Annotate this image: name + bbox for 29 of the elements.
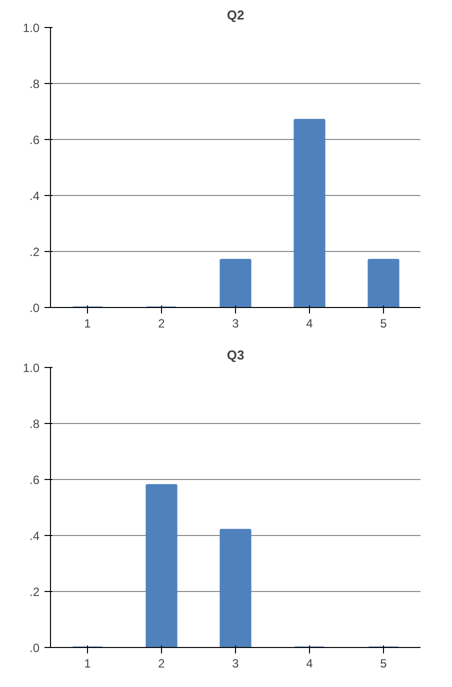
y-tick-label: .0 <box>29 641 40 655</box>
y-tick-label: .2 <box>29 585 40 599</box>
y-tick-label: .6 <box>29 473 40 487</box>
y-tick-label: 1.0 <box>22 361 40 375</box>
y-tick-label: .2 <box>29 245 40 259</box>
bar <box>220 258 252 308</box>
x-tick-label: 3 <box>232 316 240 330</box>
y-tick-label: .4 <box>29 529 40 543</box>
y-tick-label: .8 <box>29 417 40 431</box>
bar <box>146 484 178 648</box>
y-tick-label: .8 <box>29 77 40 91</box>
chart-title: Q3 <box>226 348 244 362</box>
chart-title: Q2 <box>226 8 244 22</box>
y-tick-label: .6 <box>29 133 40 147</box>
bar <box>368 258 400 308</box>
x-tick-label: 1 <box>84 656 92 670</box>
y-tick-label: .4 <box>29 189 40 203</box>
y-tick-label: 1.0 <box>22 21 40 35</box>
x-tick-label: 4 <box>306 656 314 670</box>
bar <box>294 118 326 308</box>
x-tick-label: 4 <box>306 316 314 330</box>
x-tick-label: 5 <box>380 656 388 670</box>
x-tick-label: 5 <box>380 316 388 330</box>
bar <box>220 528 252 648</box>
x-tick-label: 1 <box>84 316 92 330</box>
y-tick-label: .0 <box>29 301 40 315</box>
x-tick-label: 2 <box>158 316 166 330</box>
x-tick-label: 3 <box>232 656 240 670</box>
x-tick-label: 2 <box>158 656 166 670</box>
